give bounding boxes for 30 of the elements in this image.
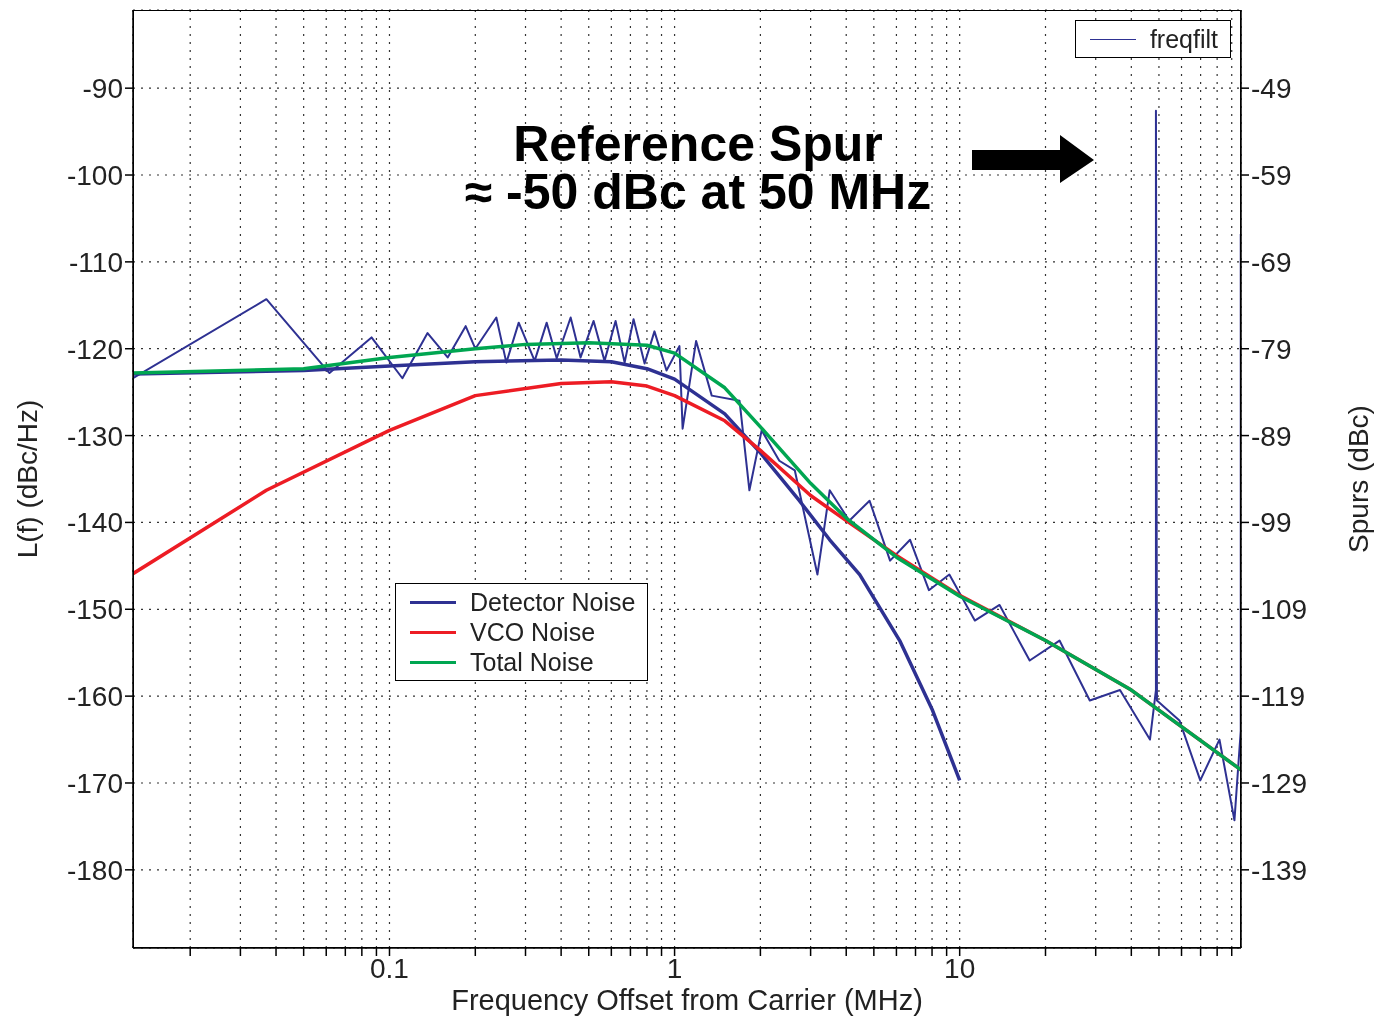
y2-tick-label: -139 xyxy=(1251,854,1308,886)
y-tick-label: -150 xyxy=(66,594,123,626)
y2-tick-label: -99 xyxy=(1251,507,1292,539)
y2-tick-label: -119 xyxy=(1251,681,1305,713)
y2-tick-label: -129 xyxy=(1251,767,1308,799)
y-axis-title: L(f) (dBc/Hz) xyxy=(12,399,44,559)
y2-tick-label: -49 xyxy=(1251,73,1292,105)
y2-tick-label: -89 xyxy=(1251,420,1292,452)
x-axis-title: Frequency Offset from Carrier (MHz) xyxy=(450,984,924,1017)
legend-label: Total Noise xyxy=(470,647,594,677)
y-tick-label: -160 xyxy=(66,681,123,713)
y-tick-label: -120 xyxy=(66,333,123,365)
y2-tick-label: -79 xyxy=(1251,333,1292,365)
x-tick-label: 10 xyxy=(944,952,976,984)
legend-label: Detector Noise xyxy=(470,587,636,617)
y2-axis-title: Spurs (dBc) xyxy=(1343,405,1375,553)
legend-label: VCO Noise xyxy=(470,617,596,647)
y-tick-label: -110 xyxy=(69,246,123,278)
y-tick-label: -130 xyxy=(66,420,123,452)
y-tick-label: -180 xyxy=(66,854,123,886)
legend-label: freqfilt xyxy=(1149,24,1218,54)
x-tick-label: 0.1 xyxy=(370,952,409,984)
y-tick-label: -170 xyxy=(66,767,123,799)
y-tick-label: -140 xyxy=(66,507,123,539)
y-tick-label: -90 xyxy=(82,73,123,105)
y2-tick-label: -69 xyxy=(1251,246,1292,278)
y2-tick-label: -109 xyxy=(1251,594,1308,626)
x-tick-label: 1 xyxy=(666,952,683,984)
y2-tick-label: -59 xyxy=(1251,159,1292,191)
y-tick-label: -100 xyxy=(66,159,123,191)
